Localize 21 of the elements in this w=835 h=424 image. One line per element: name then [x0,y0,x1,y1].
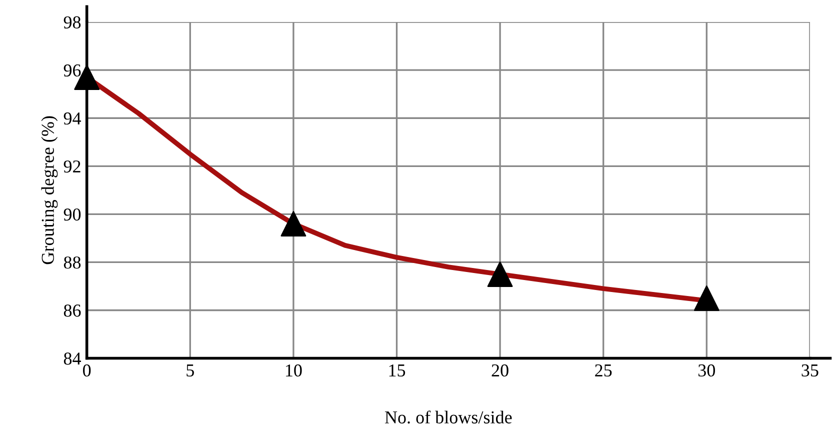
x-tick-label: 35 [802,364,818,377]
y-tick-label: 86 [64,304,81,317]
x-tick-label: 30 [698,364,715,377]
point [487,262,513,287]
point [280,211,306,237]
x-tick-label: 5 [186,364,194,377]
y-tick-label: 84 [64,352,81,365]
y-tick-label: 88 [64,256,81,269]
x-axis-title: No. of blows/side [384,410,512,424]
y-tick-label: 98 [64,16,81,28]
x-tick-label: 10 [286,364,302,377]
y-tick-label: 92 [64,160,80,173]
point [694,286,720,311]
y-axis-title: Grouting degree (%) [41,116,58,264]
x-tick-label: 25 [595,364,612,377]
x-tick-label: 20 [492,364,508,377]
y-tick-label: 94 [64,112,81,125]
x-tick-label: 15 [389,364,406,377]
y-tick-label: 90 [64,208,81,221]
y-tick-label: 96 [64,64,81,77]
x-tick-label: 0 [83,364,91,377]
